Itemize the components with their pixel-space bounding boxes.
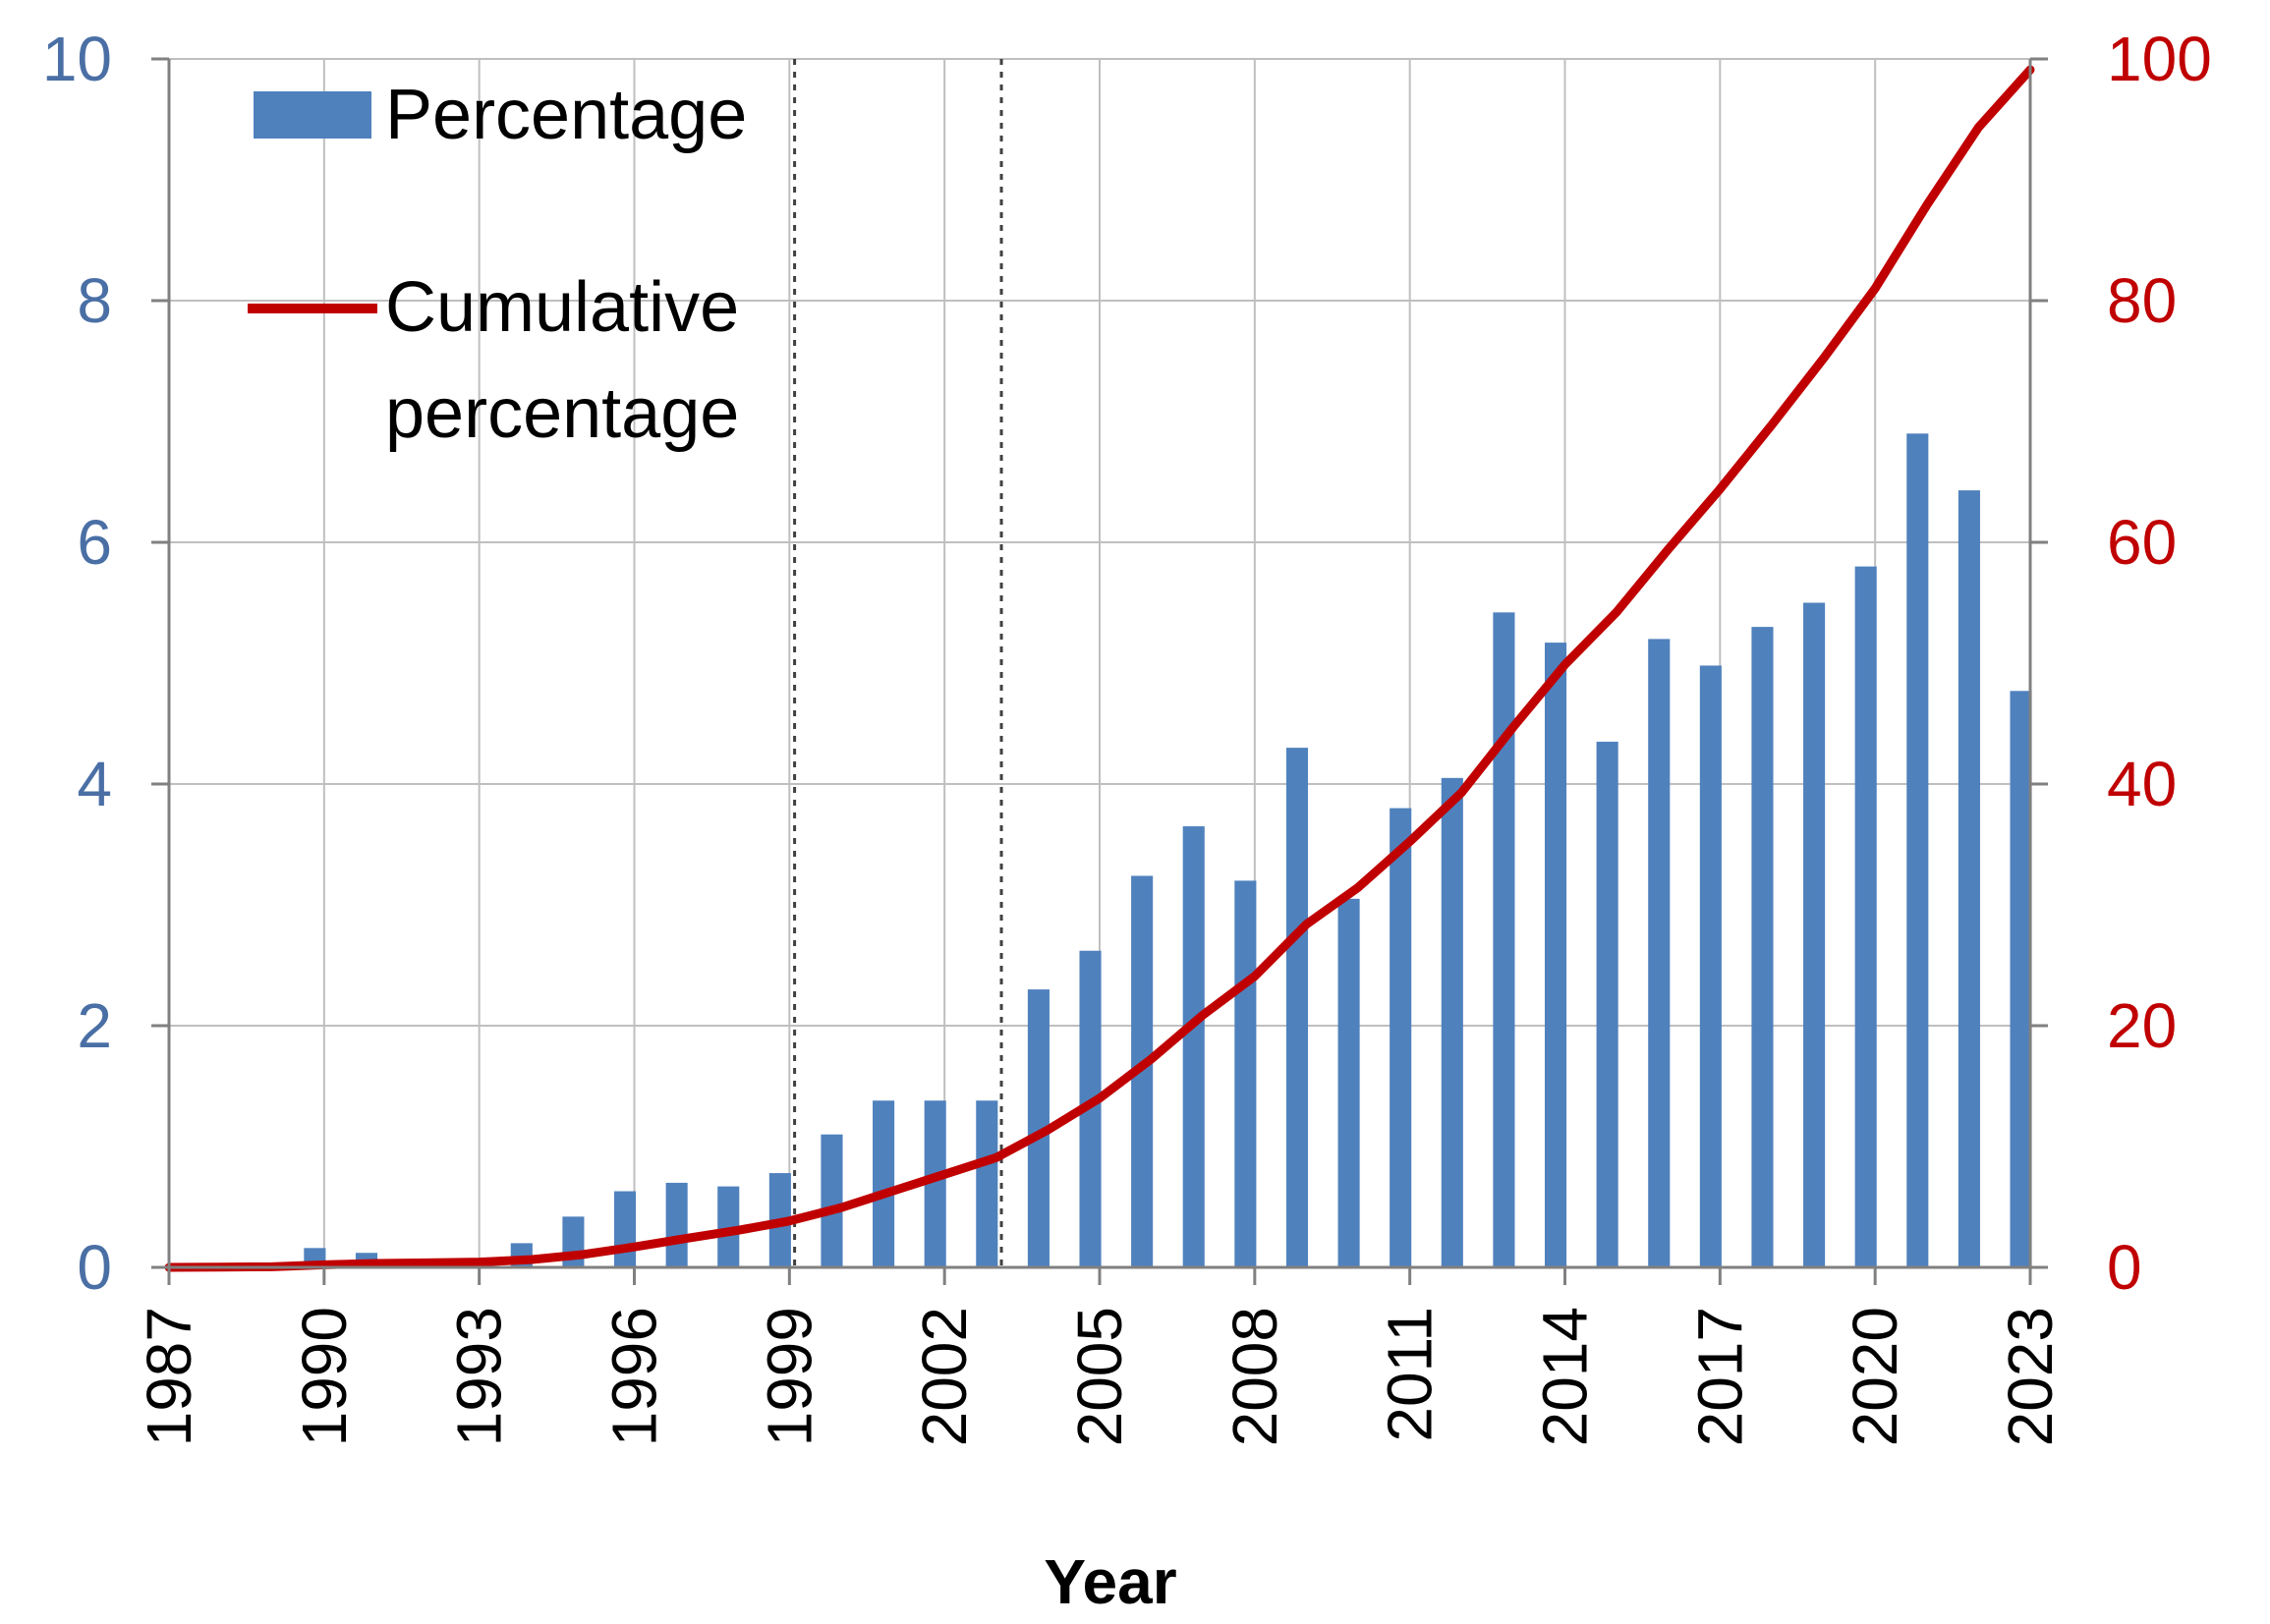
percentage-bar — [2010, 691, 2032, 1267]
y-left-tick-label: 2 — [77, 990, 112, 1061]
percentage-bar — [717, 1186, 740, 1267]
x-tick-label: 1999 — [754, 1307, 824, 1446]
y-right-tick-label: 40 — [2107, 749, 2177, 819]
percentage-bar — [1390, 808, 1412, 1267]
y-right-tick-label: 80 — [2107, 265, 2177, 336]
percentage-bar — [1596, 741, 1618, 1267]
percentage-bar — [1544, 643, 1567, 1267]
x-tick-label: 2002 — [909, 1307, 980, 1446]
legend-cumulative-label-line2: percentage — [385, 374, 739, 453]
y-left-tick-label: 0 — [77, 1232, 112, 1303]
x-tick-label: 1993 — [444, 1307, 515, 1446]
x-axis-title: Year — [1044, 1546, 1176, 1617]
legend-percentage-label: Percentage — [385, 76, 747, 154]
axes — [151, 57, 2048, 1285]
reference-lines — [793, 59, 1003, 1267]
y-right-tick-label: 20 — [2107, 990, 2177, 1061]
cumulative-line-layer — [164, 65, 2035, 1272]
percentage-bar — [1854, 566, 1877, 1267]
percentage-bar — [613, 1191, 637, 1267]
percentage-bar — [821, 1134, 843, 1267]
x-tick-label: 2011 — [1375, 1307, 1446, 1442]
legend-cumulative-label-line1: Cumulative — [385, 268, 739, 347]
x-tick-label: 2008 — [1220, 1307, 1290, 1446]
x-tick-label: 2017 — [1684, 1307, 1755, 1446]
x-tick-label: 2020 — [1840, 1307, 1910, 1446]
percentage-bar — [1337, 898, 1360, 1267]
percentage-bar — [1958, 490, 1980, 1267]
y-right-tick-label: 0 — [2107, 1232, 2142, 1303]
percentage-bar — [924, 1100, 946, 1267]
percentage-bar — [1648, 639, 1671, 1267]
percentage-bar — [1803, 602, 1826, 1267]
percentage-bar — [1441, 777, 1463, 1267]
legend: Percentage Cumulative percentage — [248, 76, 747, 453]
y-left-tick-label: 4 — [77, 749, 112, 819]
x-tick-label: 2005 — [1064, 1307, 1135, 1446]
y-right-tick-label: 60 — [2107, 507, 2177, 578]
y-left-tick-label: 6 — [77, 507, 112, 578]
y-right-tick-label: 100 — [2107, 24, 2212, 94]
legend-percentage-swatch — [254, 91, 371, 139]
cumulative-percentage-line — [164, 65, 2035, 1272]
x-tick-label: 1990 — [289, 1307, 360, 1446]
percentage-bar — [1699, 665, 1722, 1267]
x-tick-label: 1996 — [599, 1307, 670, 1446]
x-tick-label: 2023 — [1995, 1307, 2066, 1446]
percentage-bar — [1234, 880, 1257, 1267]
percentage-bar — [1906, 433, 1929, 1267]
percentage-bar — [873, 1100, 895, 1267]
percentage-bar — [1493, 612, 1515, 1267]
percentage-bar — [665, 1182, 688, 1267]
x-tick-label: 1987 — [134, 1307, 204, 1446]
y-left-tick-label: 8 — [77, 265, 112, 336]
percentage-bar — [1027, 989, 1050, 1267]
percentage-bar — [1751, 627, 1774, 1267]
percentage-bar — [976, 1100, 998, 1267]
percentage-bar — [1285, 748, 1309, 1267]
percentage-bar — [1182, 826, 1205, 1267]
x-tick-label: 2014 — [1530, 1307, 1601, 1446]
y-left-tick-label: 10 — [42, 24, 112, 94]
